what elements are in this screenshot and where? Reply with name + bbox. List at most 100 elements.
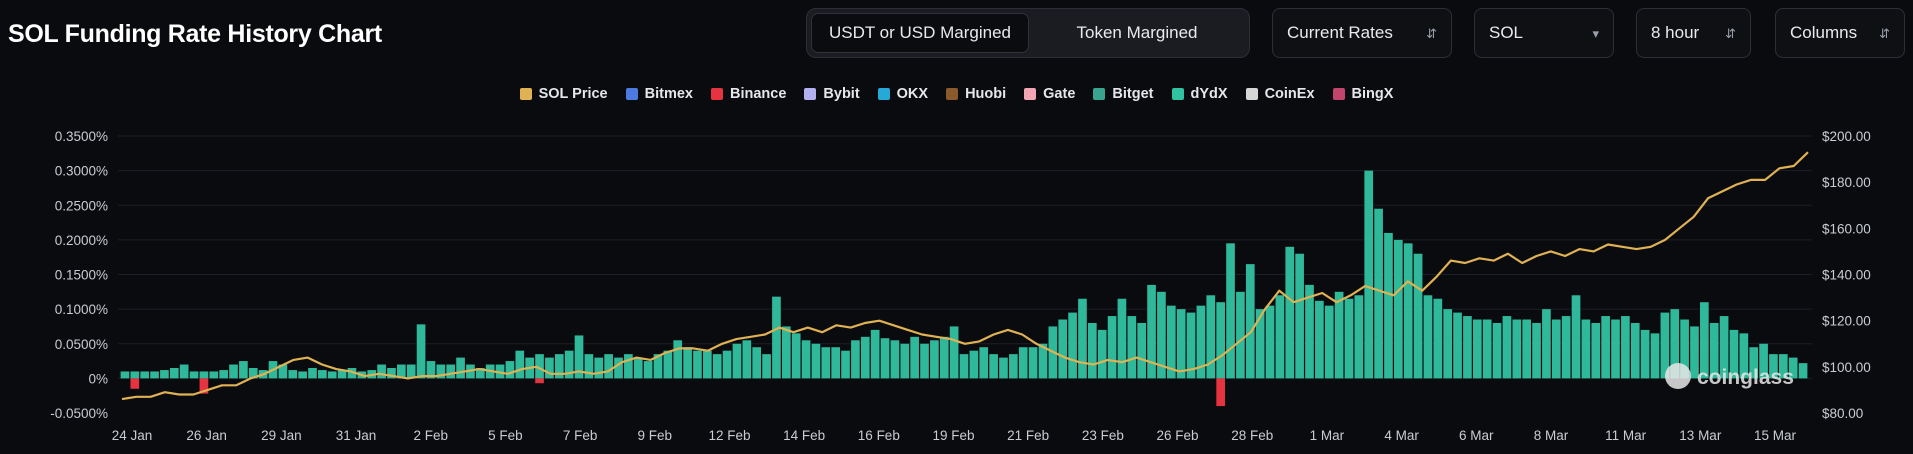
legend-item-bitget[interactable]: Bitget xyxy=(1093,86,1154,102)
y-left-tick-label: 0.2500% xyxy=(55,198,108,213)
legend-swatch xyxy=(1332,88,1345,100)
funding-bar xyxy=(130,371,140,379)
y-left-tick-label: 0.3500% xyxy=(55,129,108,144)
x-tick-label: 21 Feb xyxy=(1007,428,1049,443)
y-left-tick-label: 0.3000% xyxy=(55,164,108,179)
funding-bar xyxy=(1127,316,1137,379)
funding-bar xyxy=(1798,363,1808,379)
legend-label: dYdX xyxy=(1190,86,1228,102)
rate-type-select[interactable]: Current Rates ⇵ xyxy=(1272,8,1452,58)
funding-bar xyxy=(732,343,742,379)
funding-bar xyxy=(683,347,692,379)
updown-chevron-icon: ⇵ xyxy=(1879,25,1890,41)
y-left-tick-label: 0.1000% xyxy=(55,302,108,317)
funding-bar xyxy=(1137,322,1147,379)
funding-bar xyxy=(1749,347,1759,379)
funding-bar xyxy=(1778,354,1788,379)
funding-bar xyxy=(1433,298,1443,379)
legend-item-bingx[interactable]: BingX xyxy=(1332,86,1393,102)
funding-bar xyxy=(239,361,248,379)
funding-bar xyxy=(939,336,949,379)
margin-mode-toggle[interactable]: USDT or USD Margined Token Margined xyxy=(806,8,1250,58)
funding-bar xyxy=(1196,305,1206,379)
funding-bar xyxy=(1028,347,1038,379)
x-tick-label: 11 Mar xyxy=(1605,428,1647,443)
funding-bar xyxy=(910,336,919,379)
funding-bar xyxy=(979,347,989,379)
funding-bar xyxy=(199,371,209,379)
funding-bar xyxy=(722,350,732,379)
funding-bar xyxy=(1166,305,1176,379)
legend-item-gate[interactable]: Gate xyxy=(1024,86,1075,102)
funding-bar xyxy=(999,357,1008,379)
funding-bar xyxy=(851,340,860,379)
funding-bar xyxy=(1719,316,1729,379)
funding-bar xyxy=(653,354,663,379)
funding-bar xyxy=(604,354,613,379)
symbol-select[interactable]: SOL ▾ xyxy=(1474,8,1614,58)
token-margined-option[interactable]: Token Margined xyxy=(1076,23,1198,42)
funding-bar xyxy=(318,370,327,379)
funding-bar xyxy=(1394,239,1403,379)
funding-bar xyxy=(1650,333,1660,379)
funding-bar xyxy=(436,364,446,379)
funding-bar xyxy=(781,326,791,379)
legend-swatch xyxy=(625,88,638,100)
funding-bar xyxy=(1315,300,1324,379)
x-tick-label: 8 Mar xyxy=(1534,428,1569,443)
chart-style-select[interactable]: Columns ⇵ xyxy=(1775,8,1905,58)
funding-bar xyxy=(1216,302,1225,379)
legend-label: CoinEx xyxy=(1264,86,1315,102)
x-tick-label: 5 Feb xyxy=(488,428,523,443)
legend-label: SOL Price xyxy=(538,86,608,102)
funding-bar xyxy=(673,340,683,379)
legend-item-binance[interactable]: Binance xyxy=(710,86,787,102)
y-right-tick-label: $120.00 xyxy=(1822,314,1871,329)
funding-bar xyxy=(120,371,130,379)
y-right-tick-label: $140.00 xyxy=(1822,268,1871,283)
funding-bar xyxy=(179,364,189,379)
interval-select[interactable]: 8 hour ⇵ xyxy=(1636,8,1751,58)
funding-bar xyxy=(406,364,416,379)
legend-label: OKX xyxy=(896,86,929,102)
funding-bar xyxy=(278,364,288,379)
funding-bar xyxy=(643,361,653,379)
legend-label: Binance xyxy=(729,86,787,102)
legend-item-sol-price[interactable]: SOL Price xyxy=(519,86,608,102)
funding-bar xyxy=(1759,343,1768,379)
funding-bar xyxy=(1087,322,1097,379)
funding-bar xyxy=(1463,316,1472,379)
funding-bar xyxy=(949,326,959,379)
page-title: SOL Funding Rate History Chart xyxy=(8,20,382,48)
funding-bar xyxy=(1344,298,1354,379)
funding-bar-negative xyxy=(1216,378,1225,407)
legend-item-dydx[interactable]: dYdX xyxy=(1171,86,1228,102)
y-left-tick-label: 0.1500% xyxy=(55,268,108,283)
funding-bar xyxy=(416,324,426,379)
x-tick-label: 28 Feb xyxy=(1231,428,1273,443)
funding-bar xyxy=(594,357,604,379)
x-tick-label: 2 Feb xyxy=(413,428,448,443)
usdt-margined-option[interactable]: USDT or USD Margined xyxy=(811,13,1029,53)
funding-bar xyxy=(1571,295,1581,379)
legend-item-bitmex[interactable]: Bitmex xyxy=(625,86,693,102)
y-left-tick-label: 0% xyxy=(88,371,108,386)
x-tick-label: 31 Jan xyxy=(336,428,377,443)
funding-bar xyxy=(1226,243,1235,379)
legend-item-coinex[interactable]: CoinEx xyxy=(1245,86,1315,102)
legend-item-okx[interactable]: OKX xyxy=(877,86,929,102)
legend-swatch xyxy=(519,88,532,100)
funding-bar xyxy=(890,340,900,379)
legend-item-bybit[interactable]: Bybit xyxy=(804,86,860,102)
funding-bar xyxy=(1038,343,1048,379)
funding-bar xyxy=(1601,316,1610,379)
y-right-tick-label: $100.00 xyxy=(1822,360,1871,375)
funding-bar xyxy=(624,354,633,379)
legend-item-huobi[interactable]: Huobi xyxy=(946,86,1006,102)
funding-bar xyxy=(1018,347,1028,379)
funding-bar xyxy=(1502,316,1512,379)
updown-chevron-icon: ⇵ xyxy=(1426,25,1437,41)
funding-bar xyxy=(1512,319,1522,379)
x-tick-label: 23 Feb xyxy=(1082,428,1124,443)
funding-bar xyxy=(663,350,673,379)
